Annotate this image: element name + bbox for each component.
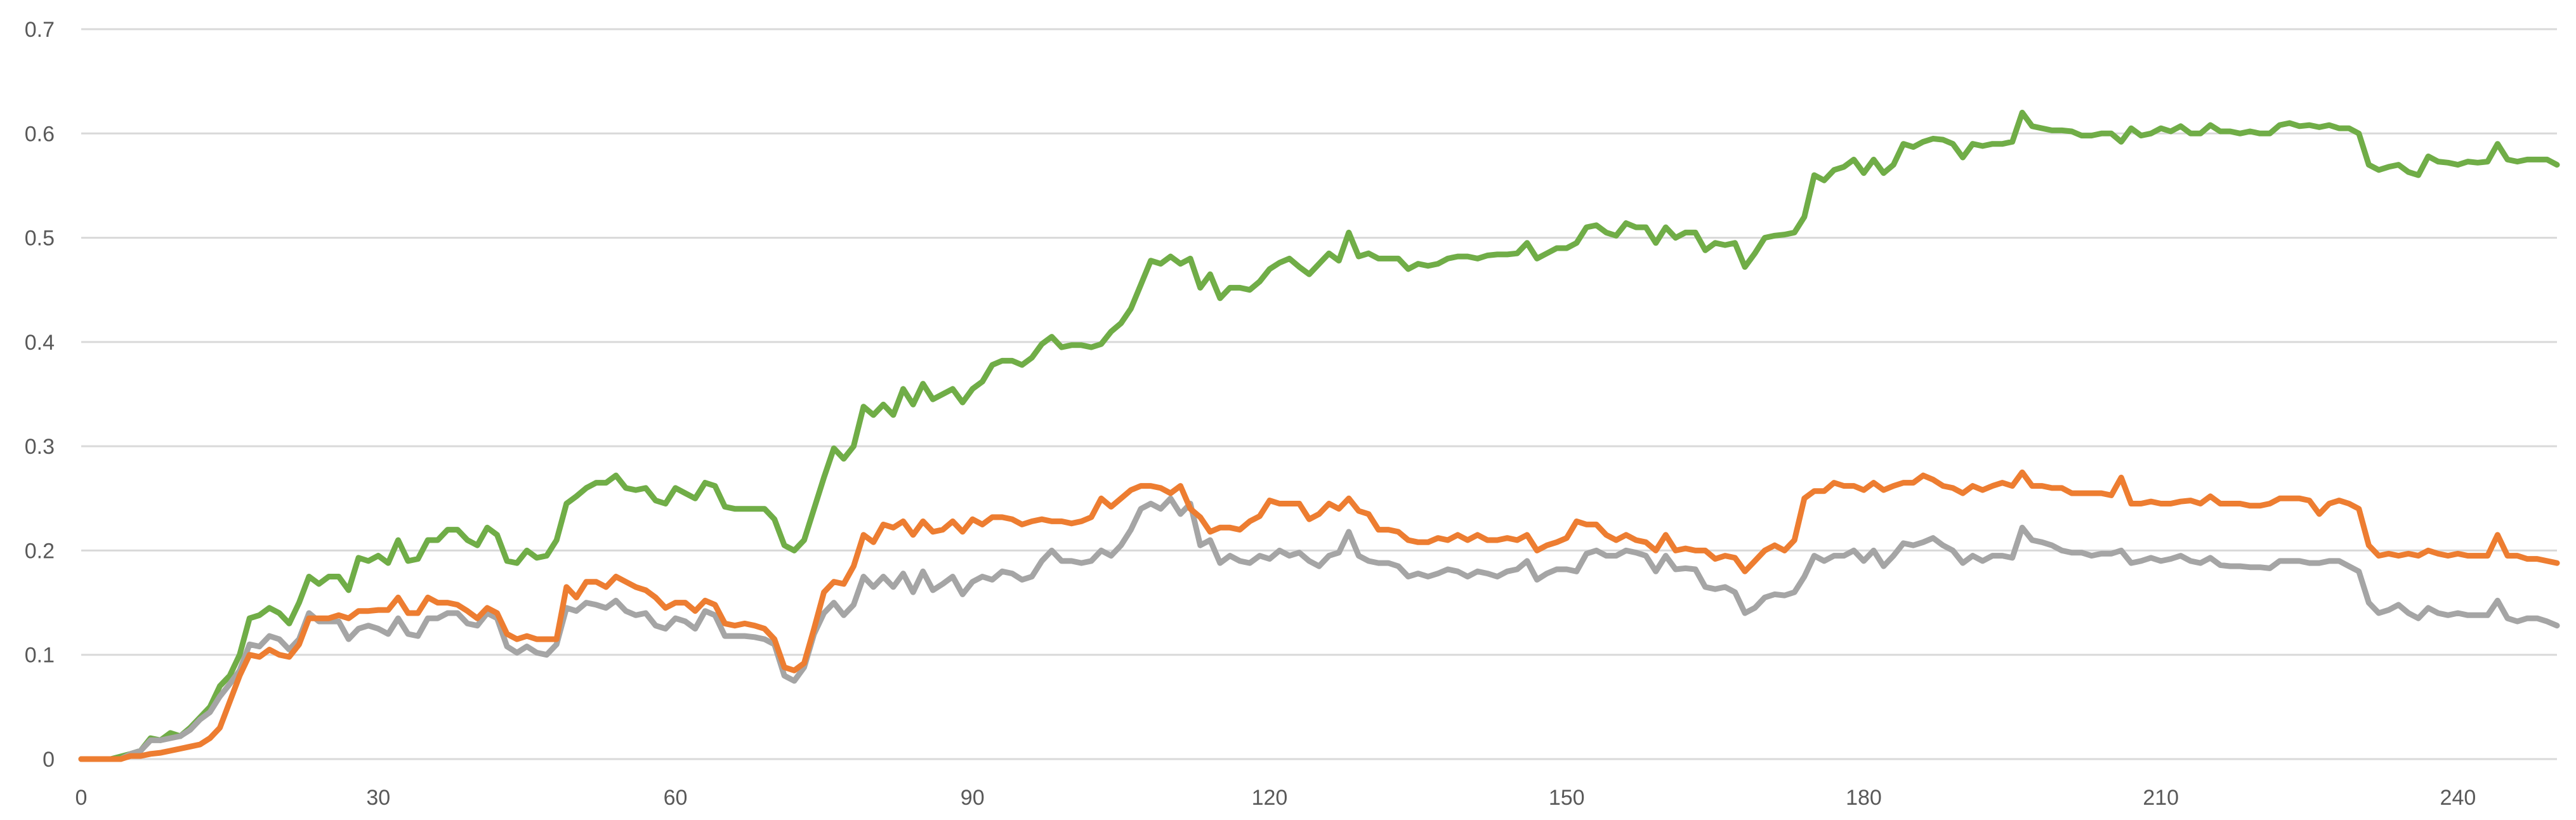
x-tick-label: 210 bbox=[2143, 786, 2179, 810]
x-axis-tick-labels: 0 30 60 90 120 150 180 210 240 bbox=[76, 786, 2476, 810]
gridlines bbox=[81, 28, 2557, 760]
series-line-3 bbox=[78, 495, 2560, 762]
y-axis-tick-labels: 0 0.1 0.2 0.3 0.4 0.5 0.6 0.7 bbox=[25, 18, 55, 772]
series-line-2 bbox=[78, 469, 2560, 762]
x-tick-label: 0 bbox=[76, 786, 88, 810]
series-line-1 bbox=[78, 109, 2560, 762]
x-tick-label: 30 bbox=[366, 786, 390, 810]
x-tick-label: 180 bbox=[1846, 786, 1882, 810]
x-tick-label: 120 bbox=[1252, 786, 1288, 810]
y-tick-label: 0.1 bbox=[25, 644, 55, 668]
y-tick-label: 0.2 bbox=[25, 539, 55, 563]
y-tick-label: 0.6 bbox=[25, 122, 55, 146]
y-tick-label: 0.4 bbox=[25, 331, 55, 355]
x-tick-label: 150 bbox=[1549, 786, 1585, 810]
y-tick-label: 0.7 bbox=[25, 18, 55, 42]
y-tick-label: 0.3 bbox=[25, 435, 55, 459]
series-lines bbox=[78, 109, 2560, 762]
x-tick-label: 240 bbox=[2440, 786, 2476, 810]
y-tick-label: 0.5 bbox=[25, 227, 55, 251]
y-tick-label: 0 bbox=[43, 748, 55, 772]
x-tick-label: 60 bbox=[664, 786, 688, 810]
x-tick-label: 90 bbox=[961, 786, 985, 810]
